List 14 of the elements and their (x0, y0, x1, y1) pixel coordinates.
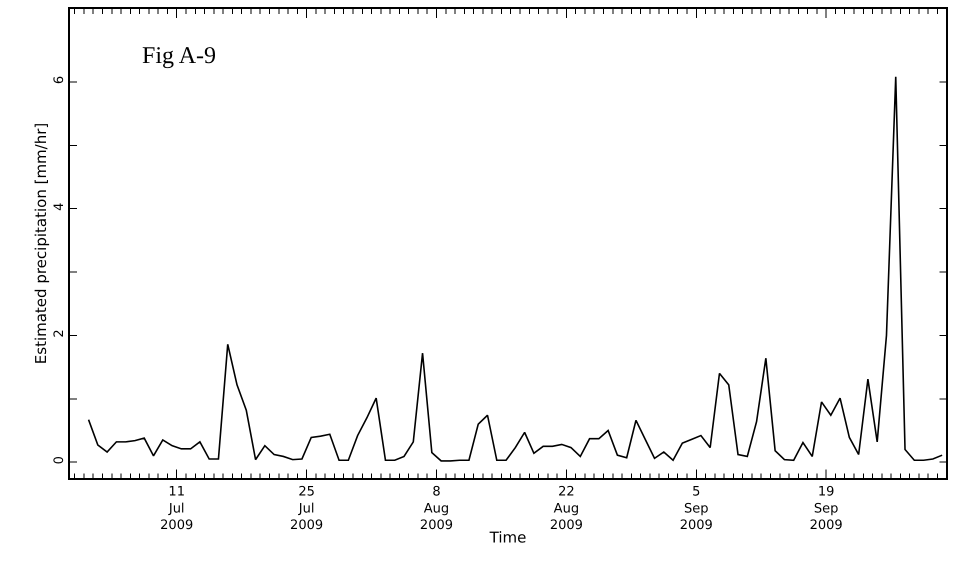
x-tick-label: 19 Sep 2009 (810, 484, 843, 534)
x-tick-label: 22 Aug 2009 (550, 484, 583, 534)
x-tick-label: 5 Sep 2009 (680, 484, 713, 534)
y-tick-label: 2 (52, 329, 68, 338)
x-tick-label: 25 Jul 2009 (290, 484, 324, 534)
x-tick-label: 8 Aug 2009 (420, 484, 454, 534)
y-tick-label: 4 (52, 202, 68, 211)
y-tick-label: 0 (52, 456, 68, 464)
text: Fig A-9 (142, 43, 216, 69)
y-tick-label: 6 (52, 76, 68, 84)
x-tick-label: 11 Jul 2009 (160, 484, 194, 534)
line-series (88, 76, 943, 462)
y-axis-title: Estimated precipitation [mm/hr] (32, 122, 50, 364)
x-axis-title: Time (488, 528, 526, 547)
